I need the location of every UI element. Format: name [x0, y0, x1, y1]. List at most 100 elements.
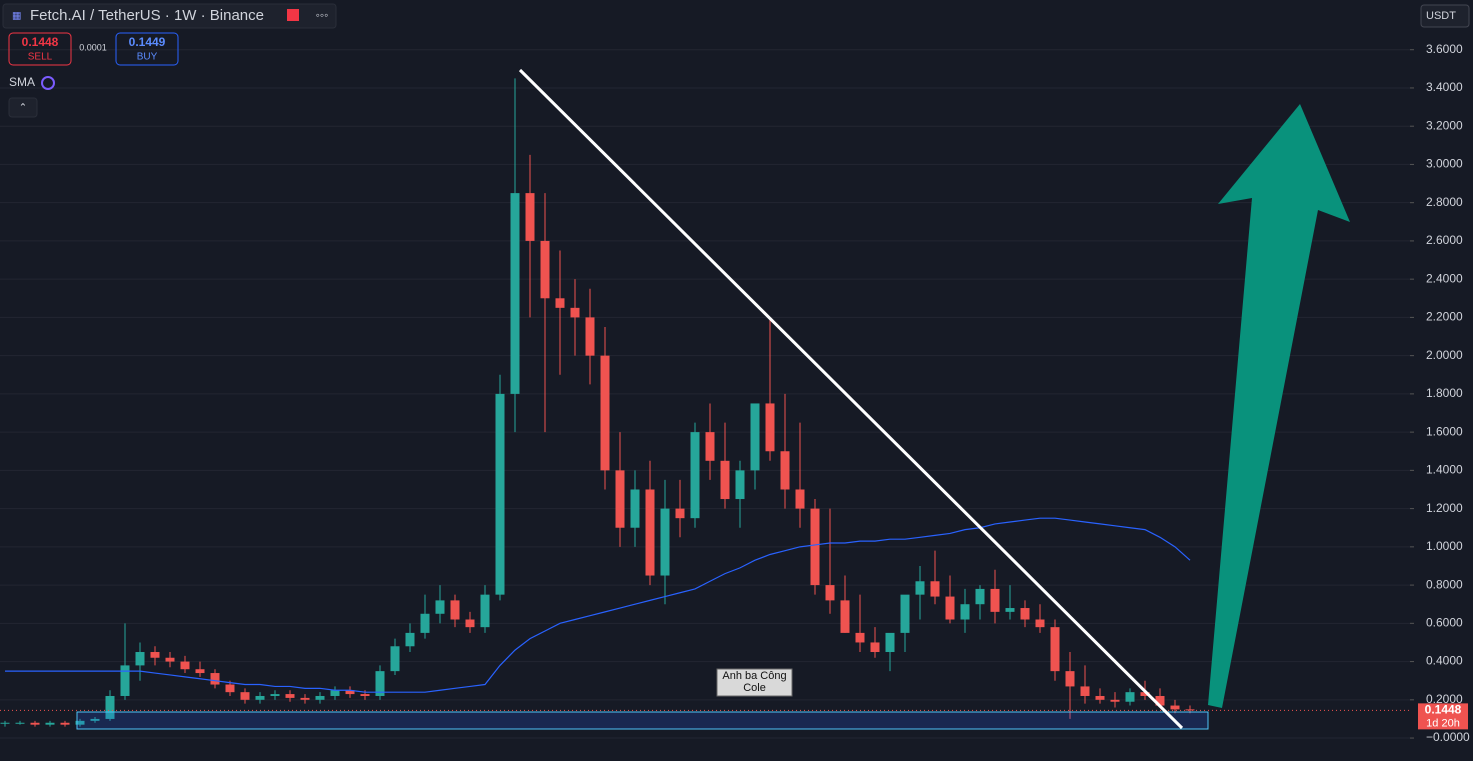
candle-body [1155, 695, 1165, 706]
candle-body [900, 594, 910, 633]
candle-body [420, 613, 430, 633]
candle-body [810, 508, 820, 586]
spread: 0.0001 [79, 42, 107, 52]
y-tick-label: 3.4000 [1426, 80, 1463, 94]
sell-button[interactable] [8, 32, 72, 66]
countdown: 1d 20h [1426, 717, 1460, 729]
y-tick-label: 2.6000 [1426, 233, 1463, 247]
y-tick-label: 0.8000 [1426, 577, 1463, 591]
symbol: Fetch.AI / TetherUS · 1W · Binance [30, 7, 264, 24]
y-tick-label: 1.8000 [1426, 386, 1463, 400]
candle-body [210, 673, 220, 685]
candle-body [630, 489, 640, 528]
y-tick-label: 1.4000 [1426, 463, 1463, 477]
annotation-box [716, 668, 793, 697]
candle-body [0, 722, 10, 724]
candle-body [255, 695, 265, 700]
flag[interactable] [287, 9, 299, 21]
y-tick-label: 3.0000 [1426, 157, 1463, 171]
candle-body [15, 722, 25, 724]
candle-body [585, 317, 595, 356]
candle-body [990, 588, 1000, 612]
candle-body [975, 588, 985, 605]
sma-line [5, 517, 1191, 693]
candle-body [915, 581, 925, 595]
candle-body [300, 697, 310, 700]
candle-body [885, 632, 895, 653]
candle-body [645, 489, 655, 576]
currency: USDT [1426, 10, 1456, 22]
y-tick-label: 1.2000 [1426, 501, 1463, 515]
candle-body [60, 722, 70, 725]
buy-button[interactable] [115, 32, 179, 66]
y-tick-label: 3.6000 [1426, 42, 1463, 56]
candle-body [1170, 705, 1180, 710]
y-tick-label: 0.6000 [1426, 616, 1463, 630]
candle-body [540, 240, 550, 299]
candle-body [435, 600, 445, 614]
candle-body [795, 489, 805, 509]
candle-body [270, 694, 280, 696]
y-tick-label: 3.2000 [1426, 118, 1463, 132]
candle-body [1065, 671, 1075, 687]
candle-body [465, 619, 475, 628]
candle-body [870, 642, 880, 653]
candle-body [525, 193, 535, 241]
y-tick-label: 1.6000 [1426, 424, 1463, 438]
candle-body [480, 594, 490, 628]
candle-body [690, 432, 700, 519]
candle-body [1185, 709, 1195, 711]
candle-body [285, 694, 295, 698]
candle-body [600, 355, 610, 471]
y-tick-label: 2.8000 [1426, 195, 1463, 209]
candle-body [720, 460, 730, 500]
y-tick-label: 2.0000 [1426, 348, 1463, 362]
candle-body [750, 403, 760, 471]
loading [41, 76, 55, 90]
collapse[interactable] [8, 97, 38, 118]
candle-body [375, 671, 385, 696]
candle-body [330, 690, 340, 696]
candle-body [105, 695, 115, 719]
candle-body [315, 695, 325, 700]
more[interactable]: ◦◦◦ [316, 8, 329, 22]
candle-body [945, 596, 955, 620]
candle-body [840, 600, 850, 633]
symbol-box [2, 3, 337, 29]
candle-body [360, 694, 370, 696]
y-tick-label: 0.2000 [1426, 692, 1463, 706]
candle-body [90, 718, 100, 721]
icon: ▦ [12, 11, 21, 22]
up-arrow [1208, 104, 1350, 708]
candle-body [1140, 692, 1150, 696]
candle-body [135, 652, 145, 666]
y-tick-label: 0.4000 [1426, 654, 1463, 668]
candle-body [225, 684, 235, 693]
candle-body [1125, 692, 1135, 702]
indicator: SMA [9, 75, 35, 89]
y-tick-label: −0.0000 [1426, 730, 1470, 744]
candle-body [780, 451, 790, 490]
candle-body [1035, 619, 1045, 628]
candle-body [1110, 699, 1120, 702]
buy-label: BUY [137, 52, 158, 63]
candle-body [855, 632, 865, 643]
candle-body [960, 604, 970, 620]
candle-body [510, 193, 520, 394]
sell-label: SELL [28, 52, 53, 63]
y-tick-label: 1.0000 [1426, 539, 1463, 553]
candle-body [240, 692, 250, 700]
candle-body [555, 298, 565, 308]
currency-box[interactable] [1420, 4, 1470, 28]
candle-body [1095, 695, 1105, 700]
candle-body [30, 722, 40, 725]
support-zone [76, 711, 1209, 730]
candle-body [1005, 608, 1015, 612]
last-price: 0.1448 [1425, 703, 1462, 717]
candle-body [735, 470, 745, 500]
candle-body [180, 661, 190, 670]
candle-body [450, 600, 460, 620]
candle-body [195, 669, 205, 674]
y-tick-label: 2.4000 [1426, 271, 1463, 285]
